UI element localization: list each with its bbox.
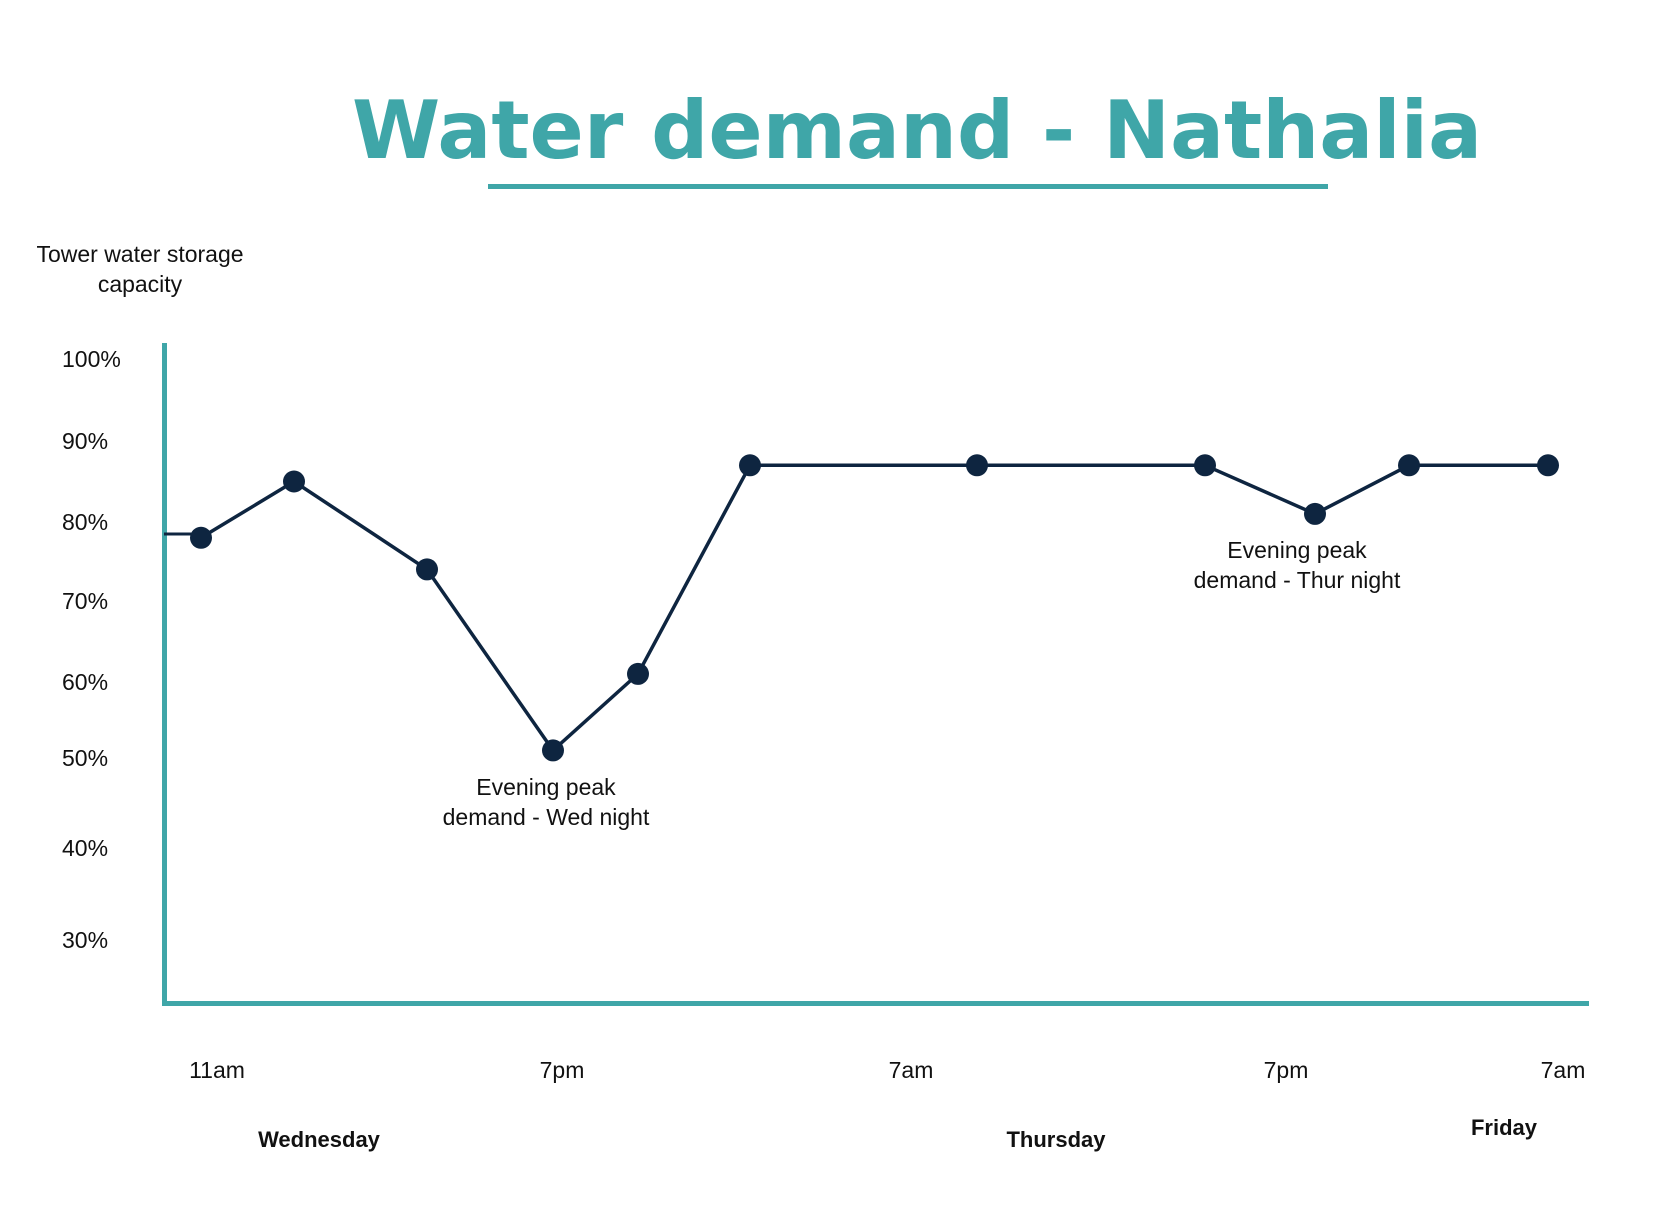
- data-point: [283, 470, 305, 493]
- y-axis-line: [162, 343, 167, 1006]
- annotation-thur-line-1: Evening peak: [1227, 537, 1367, 563]
- chart-title: Water demand - Nathalia: [352, 84, 1482, 177]
- x-axis-line: [162, 1001, 1589, 1006]
- annotation-wed-line-1: Evening peak: [476, 774, 616, 800]
- data-point: [627, 662, 649, 685]
- y-tick-label: 90%: [62, 428, 108, 454]
- data-point: [966, 454, 988, 477]
- y-tick-label: 100%: [62, 346, 121, 372]
- y-axis-label-line-2: capacity: [98, 271, 183, 297]
- y-tick-label: 80%: [62, 509, 108, 535]
- data-point: [416, 558, 438, 581]
- x-tick-label: 7am: [889, 1057, 934, 1083]
- data-point: [190, 526, 212, 549]
- series-line: [200, 463, 1548, 753]
- x-tick-label: 11am: [189, 1057, 245, 1083]
- day-label: Wednesday: [258, 1127, 381, 1152]
- data-point: [739, 454, 761, 477]
- data-point: [1194, 454, 1216, 477]
- day-label: Friday: [1471, 1115, 1538, 1140]
- x-tick-label: 7pm: [540, 1057, 585, 1083]
- day-label: Thursday: [1006, 1127, 1106, 1152]
- data-point: [1304, 502, 1326, 525]
- data-point: [1537, 454, 1559, 477]
- data-point: [1398, 454, 1420, 477]
- y-axis-label-line-1: Tower water storage: [36, 241, 243, 267]
- x-tick-label: 7pm: [1264, 1057, 1309, 1083]
- annotation-thur-line-2: demand - Thur night: [1194, 567, 1401, 593]
- annotation-wed-line-2: demand - Wed night: [443, 804, 650, 830]
- title-underline: [488, 184, 1328, 189]
- y-tick-label: 60%: [62, 669, 108, 695]
- y-tick-label: 70%: [62, 588, 108, 614]
- x-tick-label: 7am: [1541, 1057, 1586, 1083]
- y-tick-label: 40%: [62, 835, 108, 861]
- data-point: [542, 739, 564, 762]
- y-tick-label: 30%: [62, 927, 108, 953]
- y-tick-label: 50%: [62, 745, 108, 771]
